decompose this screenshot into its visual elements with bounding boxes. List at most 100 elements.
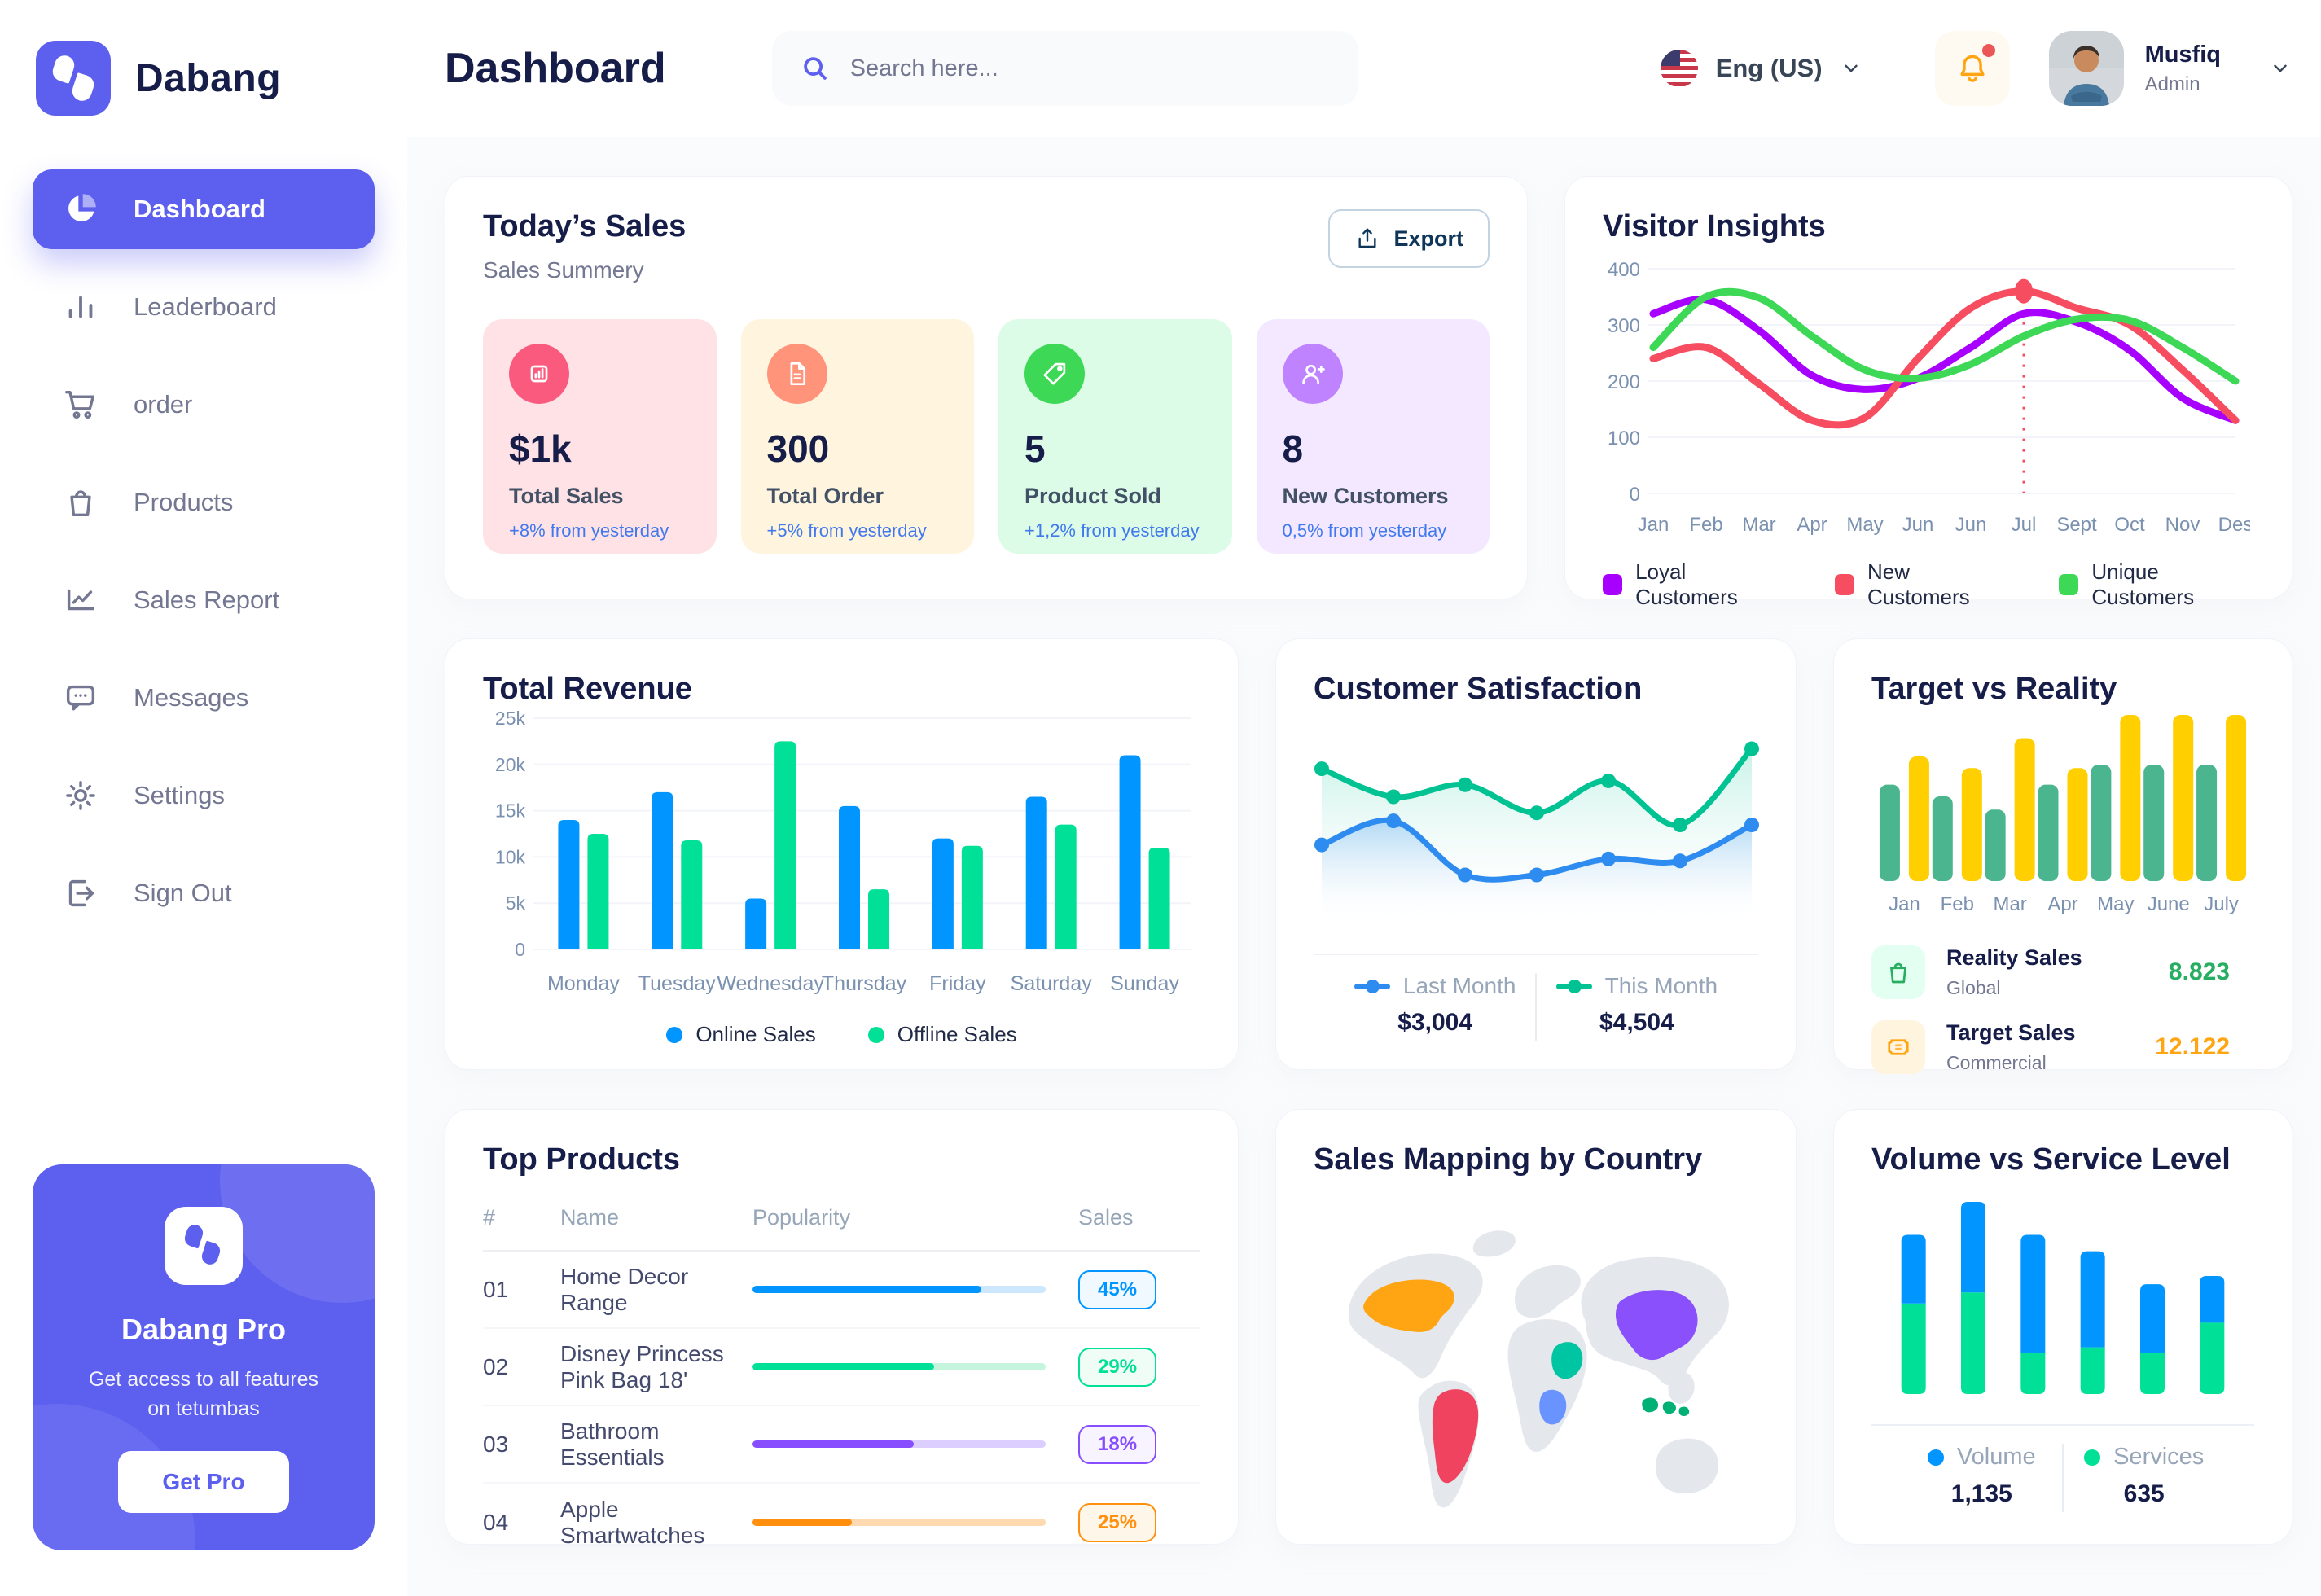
sidebar-item-label: Dashboard [134,195,265,223]
row-3: Top Products # Name Popularity Sales 01 … [445,1109,2292,1548]
stat-delta: +1,2% from yesterday [1024,520,1200,541]
sidebar-item-dashboard[interactable]: Dashboard [33,169,375,249]
stat-card-product-sold: 5 Product Sold +1,2% from yesterday [998,319,1232,554]
svg-text:200: 200 [1608,371,1640,393]
tag-icon [1024,344,1085,404]
svg-text:Apr: Apr [1797,514,1827,536]
volume-vs-service-title: Volume vs Service Level [1871,1142,2231,1177]
topbar-right: Eng (US) Musfiq Admin [1660,31,2291,106]
legend-target-sales: Target Sales Commercial 12.122 [1871,1020,2254,1074]
dabang-logo-icon [36,41,111,116]
divider [1314,954,1758,955]
svg-text:June: June [2148,893,2190,915]
last-month-total: $3,004 [1397,1009,1473,1036]
search-bar[interactable] [771,31,1358,106]
target-vs-reality-card: Target vs Reality Jan Feb Mar Apr May June Jul… [1833,638,2292,1074]
country-china [1615,1290,1698,1361]
line-chart-icon [67,589,95,611]
legend-volume: Volume 1,135 [1902,1444,2062,1508]
user-plus-icon [1282,344,1343,404]
sidebar-item-messages[interactable]: Messages [33,658,375,738]
popularity-bar [752,1440,1046,1448]
chevron-down-icon [2274,64,2287,72]
visitor-insights-legend: Loyal Customers New Customers Unique Cus… [1603,559,2254,610]
legend-item: Offline Sales [867,1022,1017,1047]
svg-text:May: May [1846,514,1883,536]
svg-text:Nov: Nov [2165,514,2200,536]
language-selector[interactable]: Eng (US) [1660,50,1862,87]
customer-satisfaction-card: Customer Satisfaction Last Month $3,004 … [1275,638,1797,1070]
cart-icon [65,390,95,419]
legend-item: Unique Customers [2059,559,2254,610]
sales-mapping-title: Sales Mapping by Country [1314,1142,1703,1177]
chevron-down-icon [1844,64,1858,72]
top-products-title: Top Products [483,1142,681,1177]
legend-last-month: Last Month $3,004 [1335,973,1535,1037]
stat-card-total-order: 300 Total Order +5% from yesterday [740,319,974,554]
table-row: 01 Home Decor Range 45% [483,1252,1200,1329]
bag-icon [70,490,91,517]
total-revenue-legend: Online Sales Offline Sales [483,1022,1200,1047]
sidebar-item-label: Messages [134,683,249,712]
todays-sales-title: Today’s Sales [483,209,687,243]
sidebar-item-order[interactable]: order [33,365,375,445]
svg-text:Jan: Jan [1889,893,1920,915]
country-dr-congo [1539,1389,1567,1425]
stat-label: Total Sales [509,484,624,508]
volume-vs-service-legend: Volume 1,135 Services 635 [1871,1444,2254,1512]
row-2: Total Revenue 0 5k 10k 15k 20k 25k Monday Tuesd… [445,638,2292,1074]
svg-text:Tuesday: Tuesday [638,972,716,995]
sidebar-item-leaderboard[interactable]: Leaderboard [33,267,375,347]
sign-out-icon [68,879,94,907]
svg-text:Saturday: Saturday [1011,972,1093,995]
popularity-bar [752,1286,1046,1293]
sidebar-item-sign-out[interactable]: Sign Out [33,853,375,933]
stat-cards: $1k Total Sales +8% from yesterday 300 T… [483,319,1490,554]
stat-delta: +5% from yesterday [766,520,927,541]
svg-text:Mar: Mar [1993,893,2026,915]
svg-text:10k: 10k [495,846,526,867]
sidebar-item-settings[interactable]: Settings [33,756,375,835]
todays-sales-subtitle: Sales Summery [483,257,644,283]
sales-badge: 25% [1078,1502,1157,1542]
bag-icon [1871,945,1925,999]
pie-chart-icon [68,194,96,221]
popularity-bar [752,1363,1046,1370]
svg-text:300: 300 [1608,315,1640,337]
volume-vs-service-card: Volume vs Service Level Volume 1,135 Ser… [1833,1109,2292,1545]
notifications-button[interactable] [1934,31,2010,106]
todays-sales-card: Today’s Sales Sales Summery Export [445,176,1528,599]
topbar: Dashboard Eng (US) [407,0,2321,137]
sidebar-nav: Dashboard Leaderboard order Products Sal… [33,169,375,933]
sidebar-item-sales-report[interactable]: Sales Report [33,560,375,640]
stat-card-new-customers: 8 New Customers 0,5% from yesterday [1256,319,1490,554]
svg-text:Des: Des [2218,514,2250,536]
target-vs-reality-chart: Jan Feb Mar Apr May June July [1879,715,2247,915]
total-revenue-title: Total Revenue [483,672,692,706]
stat-card-total-sales: $1k Total Sales +8% from yesterday [483,319,717,554]
world-map [1314,1192,1758,1534]
country-indonesia [1642,1397,1690,1417]
user-name: Musfiq [2144,41,2221,68]
row-1: Today’s Sales Sales Summery Export [445,176,2292,609]
order-file-icon [766,344,827,404]
export-button[interactable]: Export [1328,209,1490,268]
legend-services: Services 635 [2064,1444,2224,1508]
svg-text:Sunday: Sunday [1110,972,1179,995]
sales-chart-icon [509,344,569,404]
search-icon [803,57,827,80]
country-brazil [1432,1389,1479,1484]
stat-label: New Customers [1282,484,1449,508]
get-pro-button[interactable]: Get Pro [118,1451,289,1513]
stat-value: 300 [766,428,830,470]
svg-text:Jun: Jun [1955,514,1987,536]
search-input[interactable] [849,55,1331,82]
popularity-bar [752,1519,1046,1526]
user-menu[interactable]: Musfiq Admin [2048,31,2291,106]
stat-delta: 0,5% from yesterday [1282,520,1447,541]
sidebar-item-products[interactable]: Products [33,463,375,542]
this-month-total: $4,504 [1599,1009,1674,1036]
us-flag-icon [1660,50,1698,87]
avatar [2048,31,2124,106]
language-label: Eng (US) [1715,54,1823,82]
